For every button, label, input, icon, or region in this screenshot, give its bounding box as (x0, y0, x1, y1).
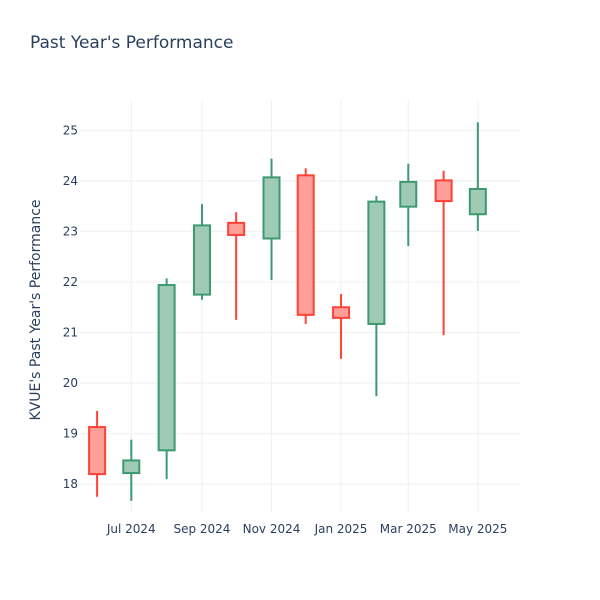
y-tick-label: 24 (63, 174, 78, 188)
candle-body (192, 224, 211, 296)
y-tick-label: 21 (63, 326, 78, 340)
candle-decreasing (332, 294, 351, 359)
x-tick-label: Nov 2024 (243, 522, 301, 536)
axis-layer: 18 19 20 21 22 23 24 25 Jul 2024 Sep 2024 Nov 2024… (63, 123, 508, 536)
candle-decreasing (434, 170, 453, 336)
x-tick-label: Mar 2025 (380, 522, 437, 536)
candle-body (157, 284, 176, 452)
candle-body (227, 221, 246, 236)
candle-body (122, 459, 141, 475)
candle-increasing (157, 278, 176, 480)
candle-body (296, 174, 315, 316)
candle-body (88, 426, 107, 476)
candle-body (332, 306, 351, 319)
candle-body (399, 180, 418, 208)
candle-increasing (262, 158, 281, 280)
y-tick-label: 25 (63, 123, 78, 137)
x-tick-label: Jul 2024 (106, 522, 156, 536)
candle-increasing (367, 196, 386, 397)
x-tick-label: Jan 2025 (314, 522, 368, 536)
y-tick-label: 23 (63, 224, 78, 238)
candle-body (262, 176, 281, 240)
y-tick-label: 18 (63, 477, 78, 491)
candle-increasing (468, 122, 487, 231)
x-tick-label: May 2025 (448, 522, 507, 536)
candle-layer (88, 122, 487, 501)
y-tick-label: 22 (63, 275, 78, 289)
candle-increasing (399, 163, 418, 247)
candle-body (367, 200, 386, 325)
y-axis-title: KVUE's Past Year's Performance (28, 199, 44, 420)
y-tick-label: 20 (63, 376, 78, 390)
y-tick-label: 19 (63, 427, 78, 441)
candle-increasing (122, 439, 141, 501)
candle-decreasing (227, 212, 246, 320)
x-tick-label: Sep 2024 (173, 522, 230, 536)
candle-decreasing (296, 168, 315, 324)
candle-body (434, 179, 453, 203)
candle-decreasing (88, 410, 107, 497)
chart-title: Past Year's Performance (30, 33, 234, 53)
candle-increasing (192, 204, 211, 300)
candle-body (468, 187, 487, 216)
